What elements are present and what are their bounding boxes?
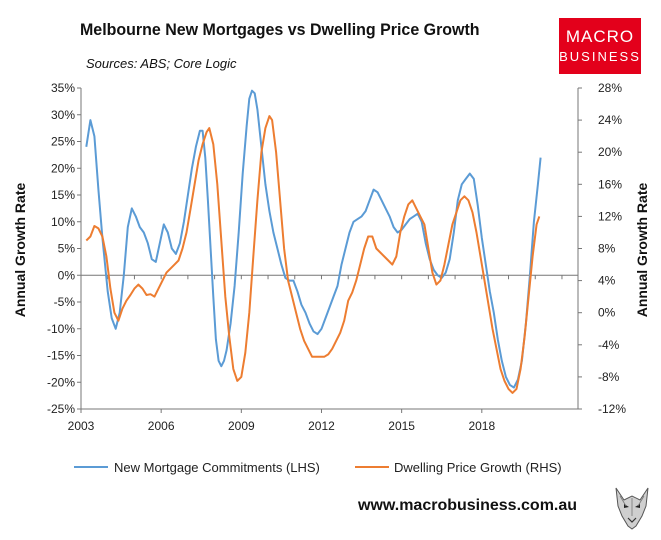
y-tick-label-left: 35% xyxy=(51,81,75,95)
y-tick-label-right: 4% xyxy=(598,274,616,288)
y-tick-label-right: -12% xyxy=(598,402,626,416)
x-tick-label: 2009 xyxy=(228,419,255,433)
macrobusiness-logo: MACRO BUSINESS xyxy=(559,18,641,74)
legend-label-mortgage: New Mortgage Commitments (LHS) xyxy=(114,460,320,475)
y-tick-label-left: 0% xyxy=(58,268,76,282)
y-tick-label-left: 15% xyxy=(51,188,75,202)
y-tick-label-left: 25% xyxy=(51,135,75,149)
y-tick-label-left: 30% xyxy=(51,108,75,122)
y-tick-label-right: 28% xyxy=(598,81,622,95)
y-tick-label-right: 8% xyxy=(598,242,616,256)
chart-subtitle: Sources: ABS; Core Logic xyxy=(86,56,237,71)
wolf-logo-icon xyxy=(615,487,649,530)
y-tick-label-right: 20% xyxy=(598,145,622,159)
x-tick-label: 2018 xyxy=(468,419,495,433)
y-tick-label-left: 5% xyxy=(58,242,76,256)
y-tick-label-left: -10% xyxy=(47,322,75,336)
y-tick-label-left: -5% xyxy=(54,295,76,309)
y-tick-label-right: 12% xyxy=(598,209,622,223)
footer-url: www.macrobusiness.com.au xyxy=(358,497,578,514)
y-tick-label-left: -25% xyxy=(47,402,75,416)
y-tick-label-left: -15% xyxy=(47,349,75,363)
series-line-dwelling-price-growth xyxy=(85,115,541,394)
y-tick-label-left: 10% xyxy=(51,215,75,229)
x-tick-label: 2015 xyxy=(388,419,415,433)
y-tick-label-right: -8% xyxy=(598,370,620,384)
y-tick-label-right: 24% xyxy=(598,113,622,127)
x-tick-label: 2012 xyxy=(308,419,335,433)
y-tick-label-right: 16% xyxy=(598,177,622,191)
series-line-mortgage-commitments xyxy=(85,89,542,389)
logo-line1: MACRO xyxy=(565,27,635,46)
y-tick-label-left: -20% xyxy=(47,375,75,389)
y-tick-label-left: 20% xyxy=(51,161,75,175)
y-tick-label-right: -4% xyxy=(598,338,620,352)
logo-line2: BUSINESS xyxy=(559,49,641,64)
y-tick-label-right: 0% xyxy=(598,306,616,320)
x-tick-label: 2006 xyxy=(148,419,175,433)
line-chart: 35% 30% 25% 20% 15% 10% 5% 0% -5% -10% -15% -20% -25… xyxy=(47,81,626,475)
legend-label-price: Dwelling Price Growth (RHS) xyxy=(394,460,562,475)
x-tick-label: 2003 xyxy=(68,419,95,433)
chart-title: Melbourne New Mortgages vs Dwelling Pric… xyxy=(80,20,480,39)
